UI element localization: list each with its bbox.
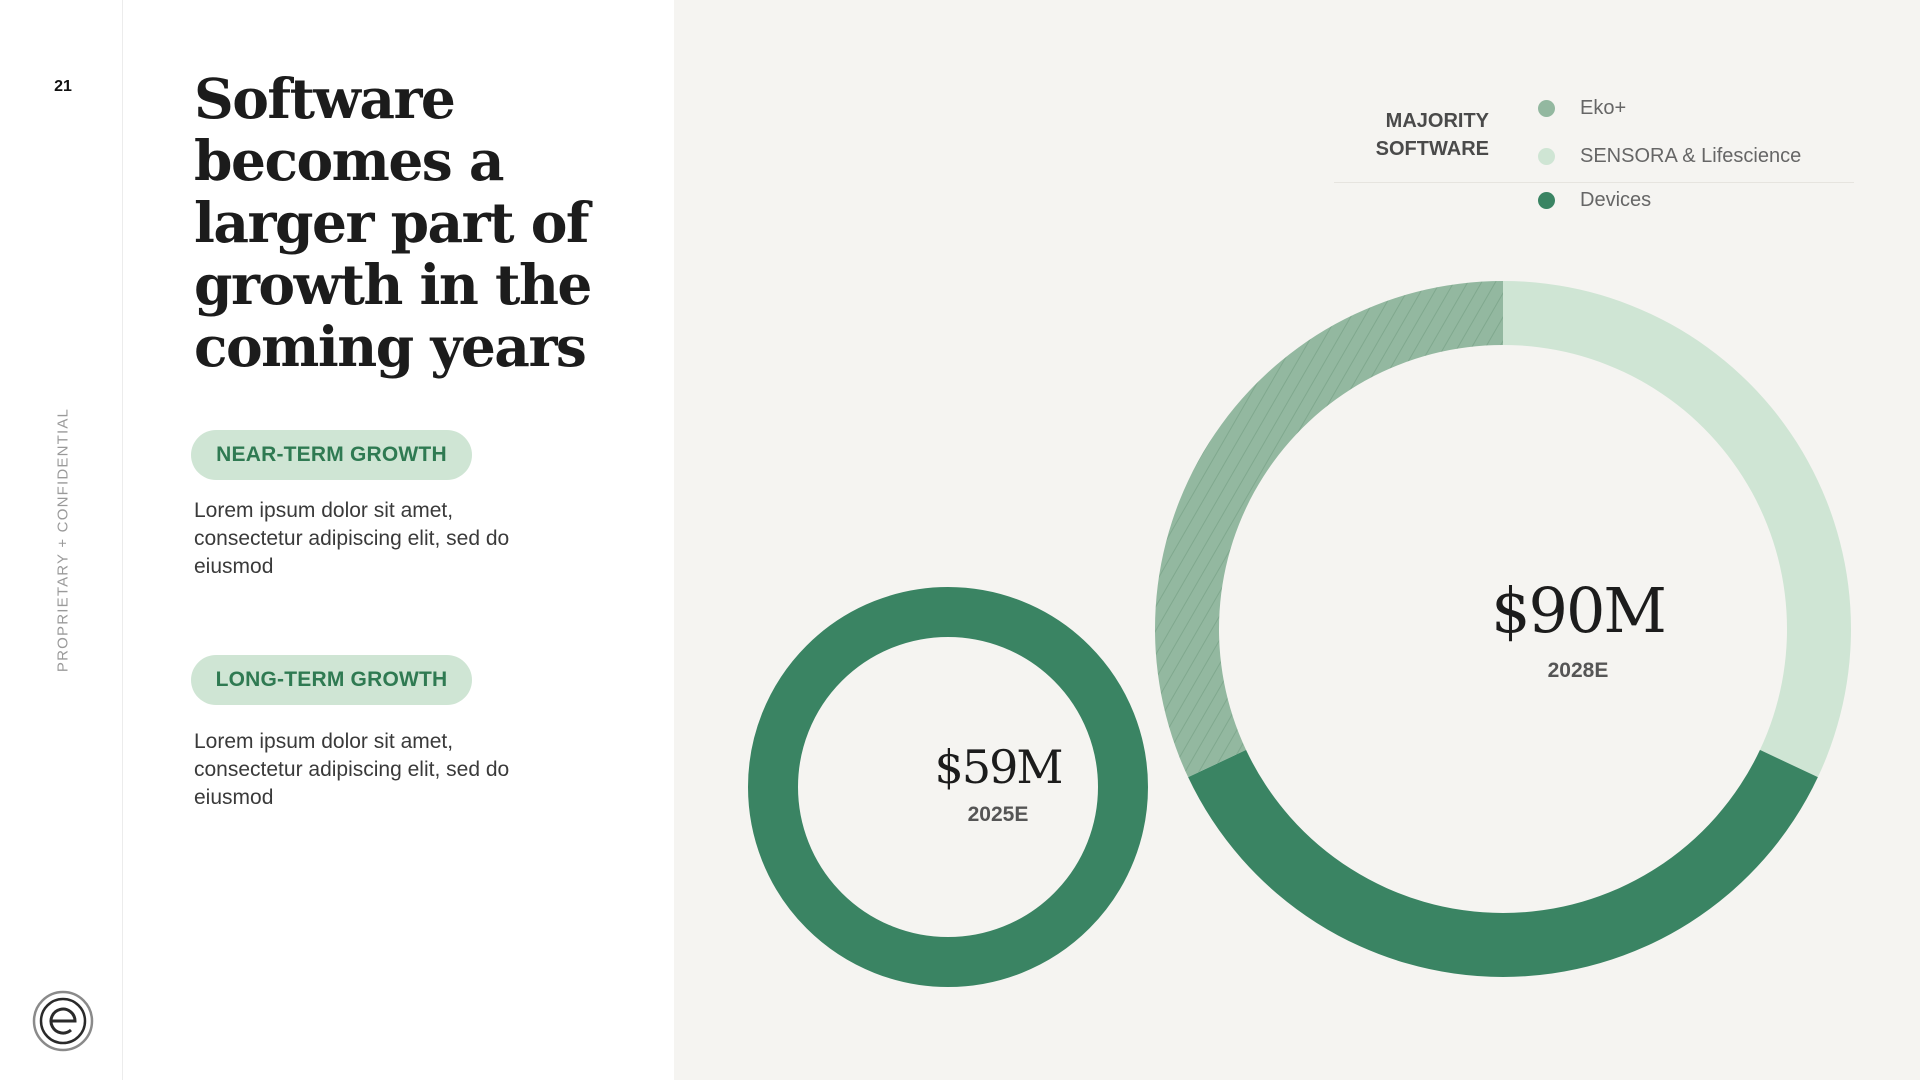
legend-swatch-sensora	[1538, 148, 1555, 165]
donut-2028-label: 2028E	[1547, 659, 1609, 682]
legend-swatch-eko	[1538, 100, 1555, 117]
legend-divider	[1334, 182, 1854, 183]
donut-2025e-segment-devices	[748, 587, 1148, 987]
near-term-growth-badge: NEAR-TERM GROWTH	[191, 430, 472, 480]
long-term-growth-text: Lorem ipsum dolor sit amet, consectetur …	[194, 730, 510, 809]
legend-label-sensora: SENSORA & Lifescience	[1580, 145, 1802, 167]
chart-panel: MAJORITY SOFTWARE Eko+ SENSORA & Lifesci…	[674, 0, 1920, 1080]
confidential-label: PROPRIETARY + CONFIDENTIAL	[54, 407, 72, 673]
near-term-growth-text: Lorem ipsum dolor sit amet, consectetur …	[194, 499, 510, 578]
donut-2025-total: $59M	[934, 740, 1064, 794]
legend-swatch-devices	[1538, 192, 1555, 209]
donut-2025-label: 2025E	[967, 803, 1029, 826]
long-term-growth-badge: LONG-TERM GROWTH	[191, 655, 472, 705]
text-panel: Software becomes a larger part of growth…	[123, 0, 674, 1080]
side-rail: 21 PROPRIETARY + CONFIDENTIAL	[0, 0, 123, 1080]
donut-chart	[748, 281, 1851, 987]
legend-heading: MAJORITY SOFTWARE	[1375, 110, 1489, 160]
company-logo	[32, 990, 94, 1052]
page-title: Software becomes a larger part of growth…	[194, 66, 592, 379]
legend-item-devices: Devices	[1538, 189, 1651, 212]
donut-2028e-segment-eko-	[1155, 281, 1503, 778]
legend-label-devices: Devices	[1580, 189, 1652, 211]
legend-item-sensora: SENSORA & Lifescience	[1538, 145, 1801, 168]
donut-2028e-segment-devices	[1188, 749, 1818, 977]
page-number: 21	[54, 78, 72, 95]
donut-2028e-segment-sensora-lifescience	[1503, 281, 1851, 778]
legend-label-eko: Eko+	[1580, 97, 1627, 119]
legend-item-eko: Eko+	[1538, 97, 1626, 120]
donut-2028-total: $90M	[1491, 574, 1667, 647]
